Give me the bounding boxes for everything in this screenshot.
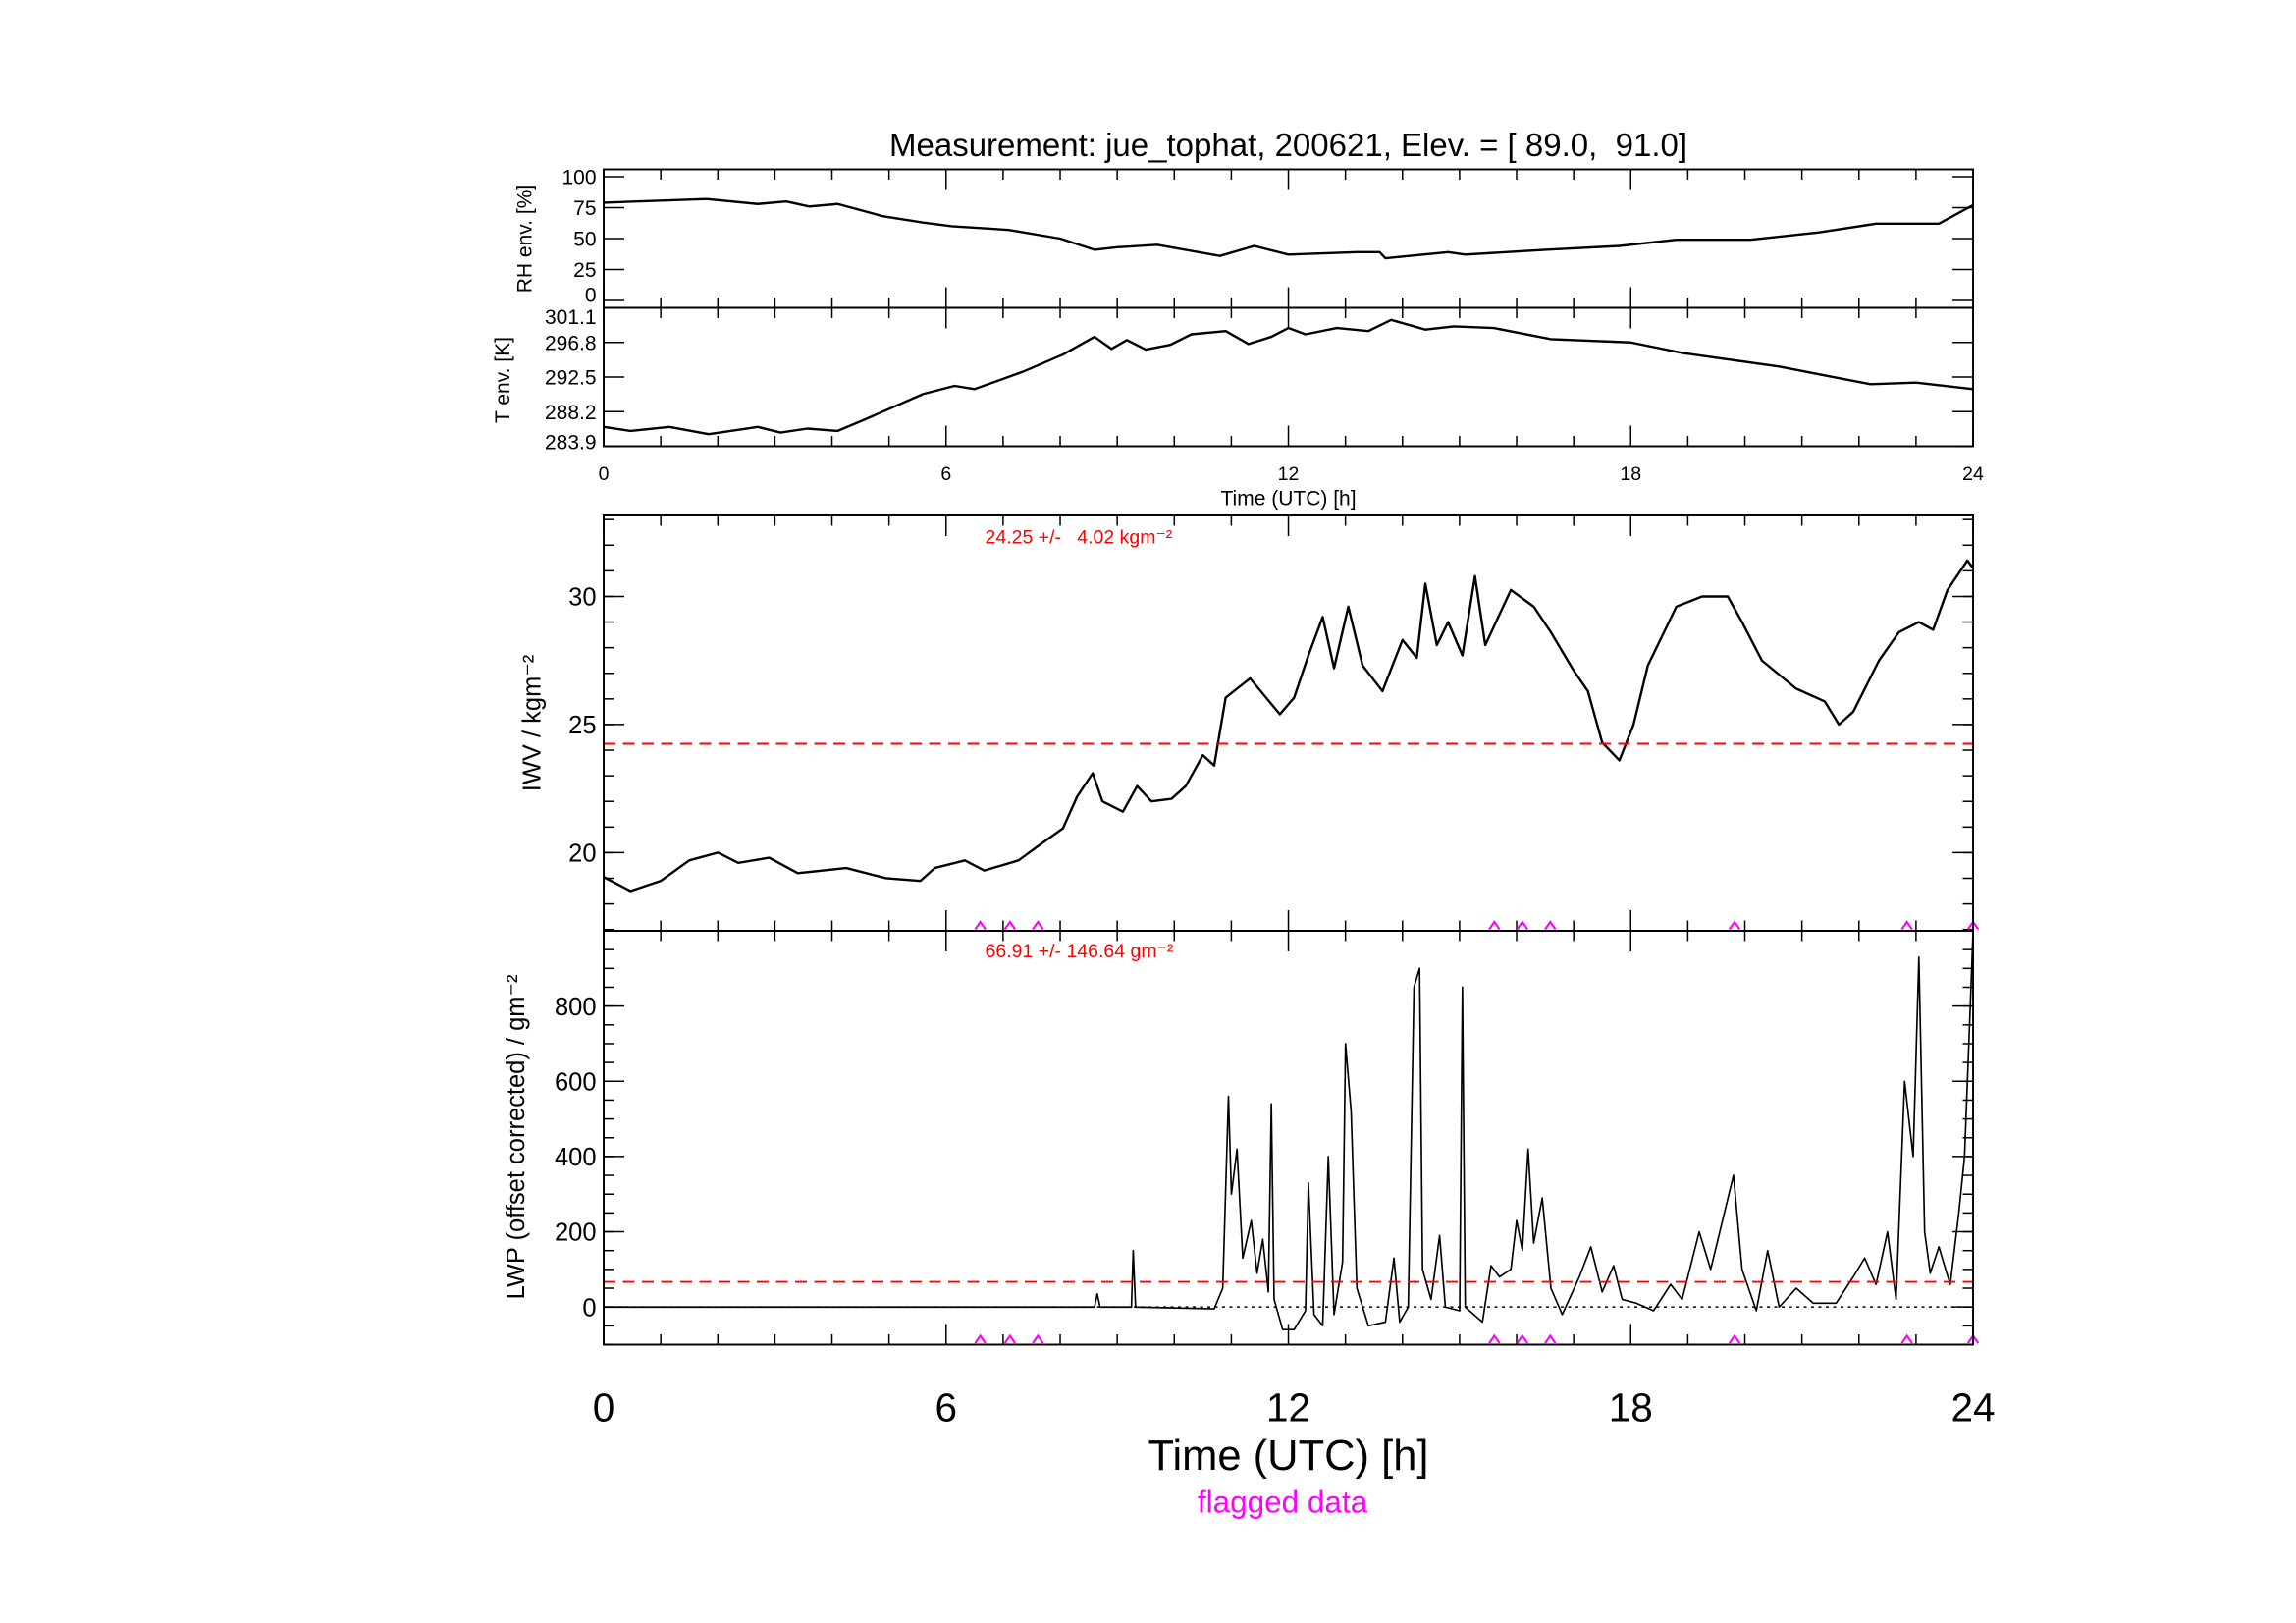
x-tick-label: 18 (1609, 1385, 1653, 1431)
flag-marker (1488, 920, 1501, 931)
flag-marker (1544, 920, 1557, 931)
y-tick-label: 200 (555, 1219, 597, 1247)
x-tick-label: 24 (1950, 1385, 1995, 1431)
plot-frame (603, 306, 1974, 448)
data-series-line (603, 197, 1974, 260)
y-tick-label: 292.5 (545, 367, 597, 390)
plot-frame (603, 930, 1974, 1346)
flagged-data-legend: flagged data (1198, 1485, 1368, 1520)
flag-marker (1900, 920, 1913, 931)
y-tick-label: 50 (573, 229, 596, 251)
iwv-y-label: IWV / kgm⁻² (519, 655, 547, 792)
flag-marker (1003, 920, 1016, 931)
flag-marker (1900, 1333, 1913, 1344)
x-tick-label: 6 (935, 1385, 958, 1431)
y-tick-label: 20 (568, 840, 596, 868)
flag-marker (1516, 920, 1528, 931)
y-tick-label: 400 (555, 1144, 597, 1171)
data-series-line (604, 930, 1974, 1331)
flag-marker (1488, 1333, 1501, 1344)
y-tick-label: 0 (582, 1294, 596, 1322)
chart-title: Measurement: jue_tophat, 200621, Elev. =… (889, 127, 1687, 163)
plot-frame (603, 514, 1974, 932)
flag-marker (1728, 1333, 1741, 1344)
x-tick-label: 12 (1266, 1385, 1310, 1431)
rh-panel: 100 75 50 25 0 (561, 167, 1974, 309)
data-series-line (603, 318, 1974, 436)
y-tick-label: 288.2 (545, 402, 597, 424)
flag-marker (1516, 1333, 1528, 1344)
iwv-panel: 30 25 20 (568, 514, 1980, 932)
flag-marker (1544, 1333, 1557, 1344)
bottom-x-axis-label: Time (UTC) [h] (1148, 1433, 1429, 1480)
x-tick-label: 0 (599, 463, 610, 485)
y-tick-label: 283.9 (545, 432, 597, 455)
temperature-panel: 301.1 296.8 292.5 288.2 283.90 6 12 18 24 (545, 306, 1984, 485)
flag-marker (1032, 920, 1044, 931)
x-tick-label: 24 (1962, 463, 1984, 485)
x-tick-label: 12 (1278, 463, 1300, 485)
y-tick-label: 100 (561, 167, 596, 189)
iwv-annotation: 24.25 +/- 4.02 kgm⁻² (986, 527, 1173, 549)
y-tick-label: 30 (568, 584, 596, 612)
data-series-line (603, 559, 1974, 893)
y-tick-label: 0 (585, 285, 597, 307)
flag-marker (1003, 1333, 1016, 1344)
y-tick-label: 301.1 (545, 306, 597, 329)
lwp-annotation: 66.91 +/- 146.64 gm⁻² (986, 941, 1174, 962)
y-tick-label: 25 (573, 259, 596, 282)
top-x-axis-label: Time (UTC) [h] (1220, 488, 1356, 511)
y-tick-label: 600 (555, 1068, 597, 1096)
y-tick-label: 25 (568, 712, 596, 739)
flag-marker (1032, 1333, 1044, 1344)
t-y-label: T env. [K] (492, 337, 514, 423)
flag-marker (974, 1333, 987, 1344)
y-tick-label: 800 (555, 994, 597, 1021)
lwp-panel: 800 600 400 200 0 0 6 12 18 24 (555, 930, 1996, 1431)
x-tick-label: 6 (940, 463, 951, 485)
x-tick-label: 18 (1620, 463, 1641, 485)
x-tick-label: 0 (593, 1385, 615, 1431)
flag-marker (1728, 920, 1741, 931)
y-tick-label: 296.8 (545, 332, 597, 354)
y-tick-label: 75 (573, 197, 596, 220)
lwp-y-label: LWP (offset corrected) / gm⁻² (503, 975, 530, 1300)
rh-y-label: RH env. [%] (514, 185, 537, 293)
flag-marker (974, 920, 987, 931)
